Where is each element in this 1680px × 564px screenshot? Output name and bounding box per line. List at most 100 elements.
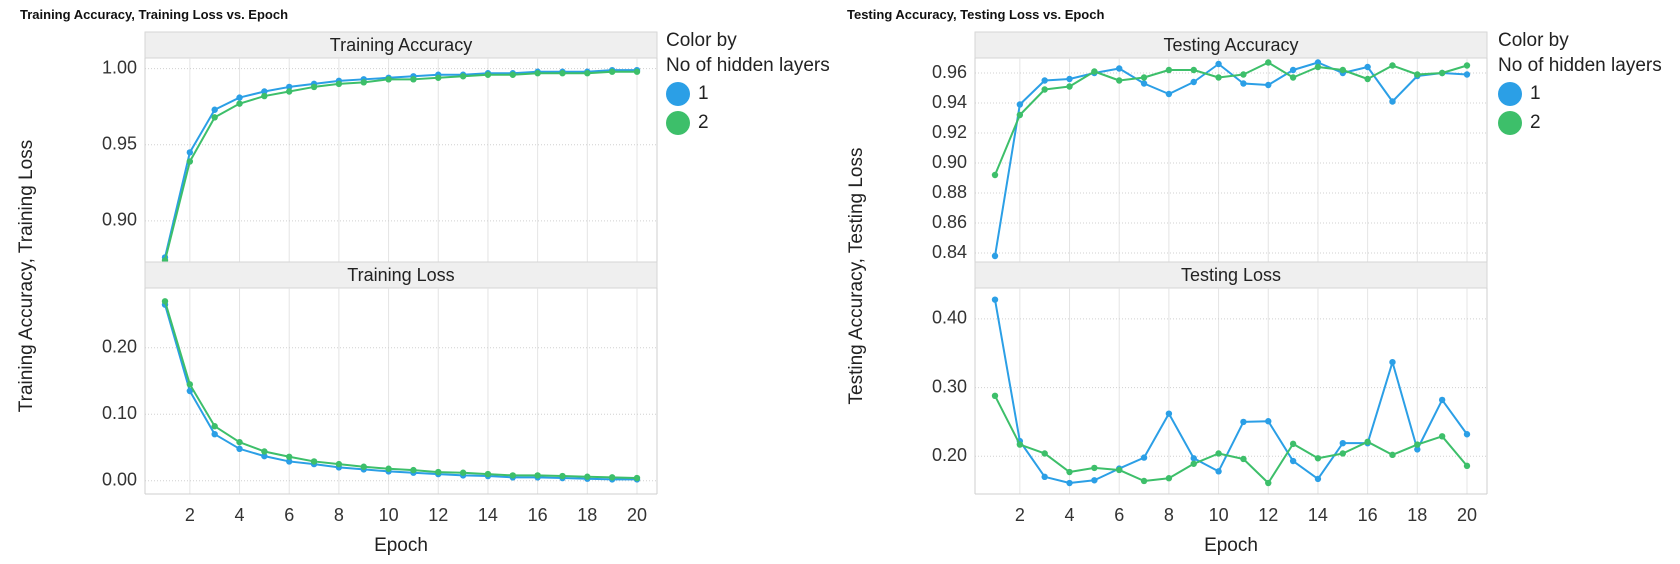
data-point-2-epoch-17[interactable] — [1389, 451, 1396, 459]
data-point-2-epoch-1[interactable] — [991, 392, 999, 400]
data-point-2-epoch-2[interactable] — [1016, 111, 1024, 119]
data-point-2-epoch-6[interactable] — [1116, 77, 1123, 84]
data-point-2-epoch-13[interactable] — [1289, 74, 1297, 81]
data-point-2-epoch-11[interactable] — [1240, 71, 1247, 78]
data-point-2-epoch-7[interactable] — [1140, 477, 1148, 485]
data-point-2-epoch-5[interactable] — [1091, 68, 1098, 75]
data-point-2-epoch-1[interactable] — [161, 298, 169, 305]
data-point-1-epoch-6[interactable] — [286, 458, 293, 465]
data-point-2-epoch-9[interactable] — [1190, 66, 1197, 74]
data-point-2-epoch-16[interactable] — [534, 70, 541, 77]
data-point-2-epoch-8[interactable] — [335, 80, 343, 88]
data-point-1-epoch-1[interactable] — [991, 252, 999, 260]
data-point-2-epoch-3[interactable] — [1041, 86, 1048, 93]
data-point-2-epoch-19[interactable] — [608, 68, 616, 75]
data-point-2-epoch-13[interactable] — [459, 469, 467, 476]
data-point-2-epoch-8[interactable] — [335, 460, 343, 468]
data-point-2-epoch-11[interactable] — [410, 466, 417, 474]
data-point-1-epoch-2[interactable] — [186, 149, 194, 156]
data-point-2-epoch-12[interactable] — [1265, 59, 1272, 66]
data-point-2-epoch-3[interactable] — [211, 114, 218, 121]
data-point-2-epoch-9[interactable] — [1190, 460, 1197, 467]
data-point-2-epoch-2[interactable] — [1016, 441, 1024, 448]
data-point-2-epoch-18[interactable] — [584, 473, 591, 480]
data-point-1-epoch-19[interactable] — [1438, 396, 1446, 404]
data-point-2-epoch-7[interactable] — [310, 458, 318, 465]
data-point-2-epoch-4[interactable] — [236, 100, 243, 107]
data-point-2-epoch-5[interactable] — [261, 448, 268, 455]
data-point-2-epoch-15[interactable] — [509, 472, 516, 479]
data-point-2-epoch-18[interactable] — [1414, 441, 1421, 448]
data-point-1-epoch-9[interactable] — [1190, 455, 1197, 462]
data-point-2-epoch-11[interactable] — [410, 76, 417, 83]
data-point-2-epoch-5[interactable] — [261, 92, 268, 100]
data-point-1-epoch-5[interactable] — [261, 452, 268, 460]
data-point-1-epoch-16[interactable] — [1364, 63, 1371, 71]
data-point-2-epoch-15[interactable] — [1339, 450, 1346, 457]
data-point-1-epoch-7[interactable] — [1140, 454, 1148, 461]
data-point-2-epoch-6[interactable] — [286, 88, 293, 95]
data-point-2-epoch-18[interactable] — [1414, 71, 1421, 78]
data-point-2-epoch-14[interactable] — [1314, 63, 1322, 71]
data-point-2-epoch-20[interactable] — [1463, 462, 1471, 470]
data-point-2-epoch-9[interactable] — [360, 79, 367, 86]
data-point-2-epoch-7[interactable] — [310, 83, 318, 91]
data-point-2-epoch-10[interactable] — [385, 465, 392, 472]
data-point-1-epoch-3[interactable] — [211, 106, 218, 113]
data-point-2-epoch-4[interactable] — [1066, 468, 1073, 476]
data-point-2-epoch-14[interactable] — [1314, 455, 1322, 462]
data-point-2-epoch-17[interactable] — [1389, 62, 1396, 69]
data-point-1-epoch-1[interactable] — [991, 296, 999, 303]
data-point-2-epoch-20[interactable] — [1463, 62, 1471, 69]
data-point-1-epoch-3[interactable] — [1041, 473, 1048, 481]
data-point-1-epoch-17[interactable] — [1389, 98, 1396, 105]
data-point-1-epoch-13[interactable] — [1289, 457, 1297, 465]
data-point-2-epoch-17[interactable] — [559, 70, 566, 77]
data-point-2-epoch-10[interactable] — [385, 76, 392, 83]
data-point-1-epoch-14[interactable] — [1314, 475, 1322, 483]
legend-item-1[interactable]: 1 — [666, 80, 830, 107]
data-point-1-epoch-9[interactable] — [1190, 78, 1197, 86]
data-point-1-epoch-12[interactable] — [1265, 418, 1272, 425]
data-point-2-epoch-19[interactable] — [1438, 433, 1446, 440]
data-point-1-epoch-14[interactable] — [1314, 59, 1322, 66]
data-point-1-epoch-8[interactable] — [1165, 90, 1173, 98]
legend-item-2[interactable]: 2 — [1498, 109, 1662, 136]
data-point-1-epoch-10[interactable] — [1215, 468, 1222, 475]
data-point-2-epoch-14[interactable] — [484, 470, 492, 478]
data-point-2-epoch-3[interactable] — [211, 423, 218, 430]
data-point-1-epoch-4[interactable] — [1066, 479, 1073, 487]
data-point-2-epoch-1[interactable] — [991, 171, 999, 179]
data-point-2-epoch-19[interactable] — [1438, 69, 1446, 77]
data-point-2-epoch-12[interactable] — [435, 74, 442, 81]
data-point-2-epoch-13[interactable] — [459, 73, 467, 80]
data-point-1-epoch-20[interactable] — [1463, 71, 1471, 78]
data-point-2-epoch-4[interactable] — [1066, 83, 1073, 90]
data-point-1-epoch-11[interactable] — [1240, 80, 1247, 87]
data-point-1-epoch-4[interactable] — [236, 445, 243, 453]
data-point-1-epoch-2[interactable] — [1016, 101, 1024, 108]
data-point-2-epoch-10[interactable] — [1215, 74, 1222, 81]
legend-item-2[interactable]: 2 — [666, 109, 830, 136]
data-point-2-epoch-3[interactable] — [1041, 450, 1048, 457]
data-point-2-epoch-15[interactable] — [1339, 66, 1346, 74]
data-point-1-epoch-6[interactable] — [1116, 65, 1123, 72]
data-point-2-epoch-16[interactable] — [534, 472, 541, 479]
data-point-2-epoch-14[interactable] — [484, 71, 492, 78]
data-point-1-epoch-4[interactable] — [236, 94, 243, 101]
data-point-2-epoch-17[interactable] — [559, 472, 566, 480]
data-point-1-epoch-10[interactable] — [1215, 60, 1222, 68]
data-point-2-epoch-5[interactable] — [1091, 464, 1098, 472]
data-point-2-epoch-12[interactable] — [1265, 479, 1272, 487]
data-point-1-epoch-4[interactable] — [1066, 75, 1073, 83]
data-point-1-epoch-17[interactable] — [1389, 358, 1396, 366]
data-point-2-epoch-2[interactable] — [186, 158, 194, 165]
data-point-1-epoch-3[interactable] — [1041, 77, 1048, 84]
data-point-2-epoch-10[interactable] — [1215, 450, 1222, 457]
data-point-2-epoch-7[interactable] — [1140, 74, 1148, 81]
data-point-2-epoch-16[interactable] — [1364, 438, 1371, 446]
data-point-1-epoch-5[interactable] — [1091, 477, 1098, 484]
data-point-1-epoch-2[interactable] — [186, 387, 194, 395]
data-point-2-epoch-6[interactable] — [1116, 466, 1123, 474]
data-point-2-epoch-8[interactable] — [1165, 66, 1173, 74]
